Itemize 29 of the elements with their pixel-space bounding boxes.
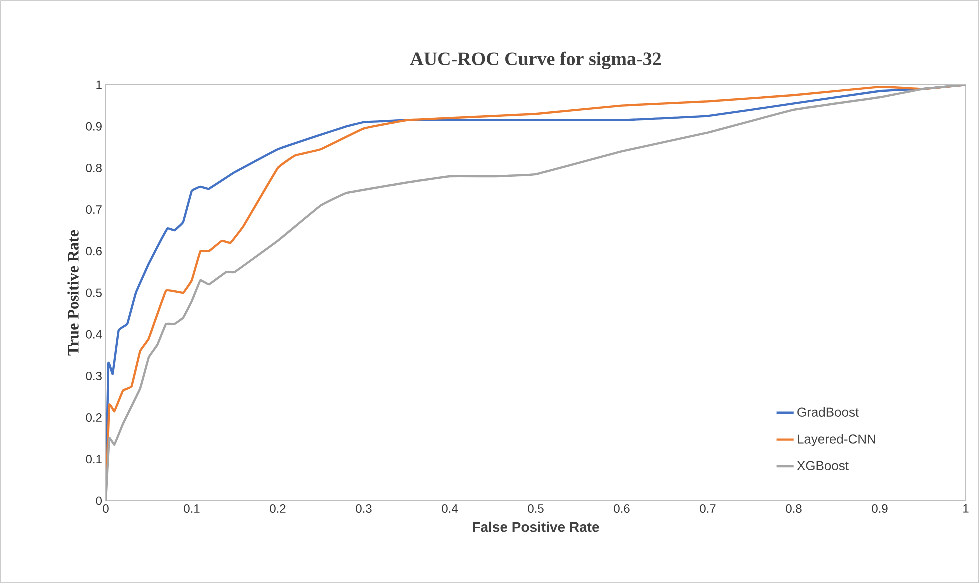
y-tick-label: 0.7: [86, 206, 102, 214]
y-tick-label: 0.4: [86, 330, 102, 339]
legend-label: GradBoost: [798, 407, 860, 417]
y-tick-label: 0.6: [86, 247, 102, 256]
y-tick-label: 0.9: [86, 122, 102, 131]
line-series: [106, 84, 966, 502]
x-tick-label: 0.4: [442, 504, 458, 514]
y-axis-title: True Positive Rate: [68, 230, 79, 356]
y-tick-label: 0.8: [86, 164, 102, 172]
legend-label: Layered-CNN: [798, 434, 876, 446]
x-tick-label: 0.3: [356, 504, 372, 514]
x-axis-title: False Positive Rate: [473, 522, 600, 532]
y-tick-label: 0.2: [86, 414, 102, 422]
legend-label: XGBoost: [797, 461, 849, 470]
x-tick-label: 0.2: [270, 504, 286, 514]
y-tick-label: 0.5: [86, 288, 102, 298]
x-tick-label: 0.5: [528, 504, 544, 514]
x-tick-label: 0.1: [184, 504, 200, 514]
x-tick-label: 0.9: [872, 504, 888, 514]
chart-title: AUC-ROC Curve for sigma-32: [410, 52, 661, 70]
x-tick-label: 0: [103, 504, 109, 514]
x-tick-label: 1: [964, 504, 969, 513]
y-tick-label: 0.3: [86, 372, 102, 380]
x-tick-label: 0.6: [614, 504, 630, 514]
y-tick-label: 0: [96, 496, 102, 506]
x-tick-label: 0.7: [700, 504, 716, 514]
y-tick-label: 0.1: [86, 455, 102, 464]
x-tick-label: 0.8: [786, 504, 802, 514]
y-tick-label: 1: [96, 80, 102, 90]
